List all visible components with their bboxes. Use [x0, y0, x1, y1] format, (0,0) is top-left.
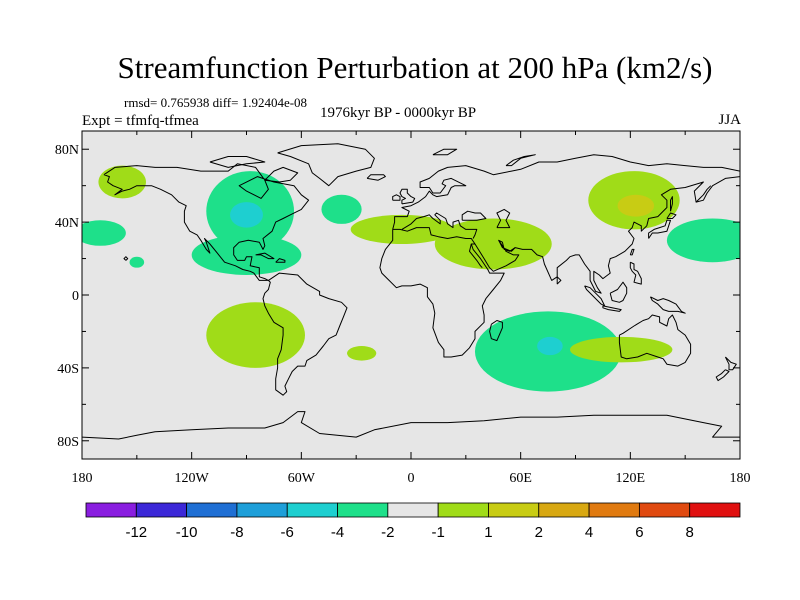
- coastline-new-zealand: [724, 356, 737, 371]
- coastline-new-zealand-south: [715, 369, 730, 382]
- colorbar: -12 -10 -8 -6 -4 -2 -1 1 2 4 6 8: [85, 502, 741, 541]
- coastline-kamchatka: [695, 185, 712, 203]
- coastline-eurasia: [392, 154, 740, 230]
- colorbar-label: -4: [331, 524, 344, 541]
- colorbar-box: [488, 502, 540, 518]
- coastline-east-asia-coast: [474, 176, 740, 294]
- coastline-caspian: [496, 208, 511, 229]
- coastline-persian-gulf: [498, 240, 516, 252]
- region-east-asia-positive-core: [617, 194, 655, 217]
- colorbar-box: [588, 502, 640, 518]
- colorbar-label: 2: [535, 524, 543, 541]
- coastline-sri-lanka: [556, 276, 562, 285]
- coastline-mediterranean-north: [401, 212, 478, 239]
- y-tick-label: 0: [72, 289, 79, 304]
- y-tick-label: 80S: [57, 435, 79, 450]
- x-tick-label: 60W: [288, 471, 316, 486]
- region-south-indian-positive: [570, 336, 673, 363]
- colorbar-box: [85, 502, 137, 518]
- region-indian-ocean-negative-core: [537, 336, 563, 356]
- coastline-black-sea: [461, 210, 487, 221]
- coastline-new-guinea: [649, 296, 686, 314]
- region-south-america-positive: [206, 302, 305, 368]
- coastline-australia: [618, 314, 692, 367]
- region-south-atlantic-positive: [347, 346, 377, 361]
- y-tick-label: 40S: [57, 362, 79, 377]
- coastline-hispaniola: [275, 258, 286, 263]
- colorbar-box: [387, 502, 439, 518]
- coastline-philippines: [629, 261, 642, 285]
- colorbar-label: -10: [176, 524, 198, 541]
- colorbar-label: 4: [585, 524, 593, 541]
- rmsd-stats: rmsd= 0.765938 diff= 1.92404e-08: [124, 95, 308, 110]
- coastline-hawaii: [123, 256, 129, 261]
- colorbar-label: -1: [431, 524, 444, 541]
- season-label: JJA: [718, 112, 741, 128]
- coastline-ireland: [392, 194, 401, 201]
- region-west-pacific-negative: [666, 218, 740, 263]
- colorbar-label: -8: [230, 524, 243, 541]
- x-tick-label: 0: [408, 471, 415, 486]
- coastline-iceland: [366, 174, 386, 181]
- colorbar-label: 8: [686, 524, 694, 541]
- x-tick-label: 60E: [509, 471, 532, 486]
- coastline-arctic-islands: [209, 156, 266, 168]
- map-axes: 180 120W 60W 0 60E 120E 180 80N 40N 0 40S 80S: [55, 130, 751, 486]
- colorbar-box: [135, 502, 188, 518]
- coastline-antarctica: [82, 411, 740, 440]
- colorbar-label: -2: [381, 524, 394, 541]
- colorbar-box: [236, 502, 288, 518]
- coastline-sumatra: [584, 285, 606, 307]
- coastline-cuba: [255, 252, 275, 260]
- region-great-lakes-negative-core: [230, 202, 263, 228]
- x-tick-label: 120E: [616, 471, 646, 486]
- coastline-eurasia-africa: [379, 227, 505, 358]
- colorbar-label: -6: [281, 524, 294, 541]
- coastline-hokkaido: [666, 212, 677, 219]
- x-tick-label: 120W: [175, 471, 210, 486]
- coastline-red-sea-west: [469, 243, 483, 269]
- coastline-sakhalin: [670, 196, 673, 212]
- period-label: 1976kyr BP - 0000kyr BP: [320, 105, 477, 121]
- colorbar-box: [538, 502, 590, 518]
- x-tick-label: 180: [730, 471, 751, 486]
- y-tick-label: 80N: [55, 143, 79, 158]
- coastline-java: [602, 305, 622, 312]
- coastline-japan: [648, 219, 671, 239]
- region-east-pacific-negative: [82, 220, 126, 246]
- coastline-borneo: [609, 281, 628, 303]
- region-north-atlantic-negative: [321, 194, 362, 224]
- coastline-baffin: [264, 166, 299, 183]
- region-north-pacific-positive: [98, 165, 146, 199]
- coastline-greenland: [277, 143, 375, 187]
- coastline-svalbard: [432, 148, 458, 156]
- colorbar-label: 1: [484, 524, 492, 541]
- coastline-south-america: [262, 272, 348, 396]
- colorbar-box: [437, 502, 489, 518]
- y-tick-label: 40N: [55, 216, 79, 231]
- plot-area: [82, 131, 740, 459]
- chart-title: Streamfunction Perturbation at 200 hPa (…: [117, 50, 713, 85]
- coastline-north-america: [103, 163, 310, 281]
- colorbar-label: 6: [635, 524, 643, 541]
- coastline-madagascar: [489, 320, 503, 342]
- region-central-pacific-negative: [129, 256, 145, 268]
- region-mideast-positive: [434, 218, 552, 270]
- colorbar-box: [689, 502, 741, 518]
- coastline-novaya-zemlya: [505, 154, 536, 167]
- coastline-uk: [399, 188, 416, 205]
- colorbar-box: [337, 502, 389, 518]
- colorbar-box: [638, 502, 691, 518]
- experiment-label: Expt = tfmfq-tfmea: [82, 113, 199, 129]
- region-gulf-mexico-negative: [191, 234, 302, 275]
- colorbar-label: -12: [125, 524, 147, 541]
- coastline-taiwan: [629, 248, 635, 256]
- colorbar-box: [186, 502, 238, 518]
- x-tick-label: 180: [72, 471, 93, 486]
- colorbar-box: [286, 502, 338, 518]
